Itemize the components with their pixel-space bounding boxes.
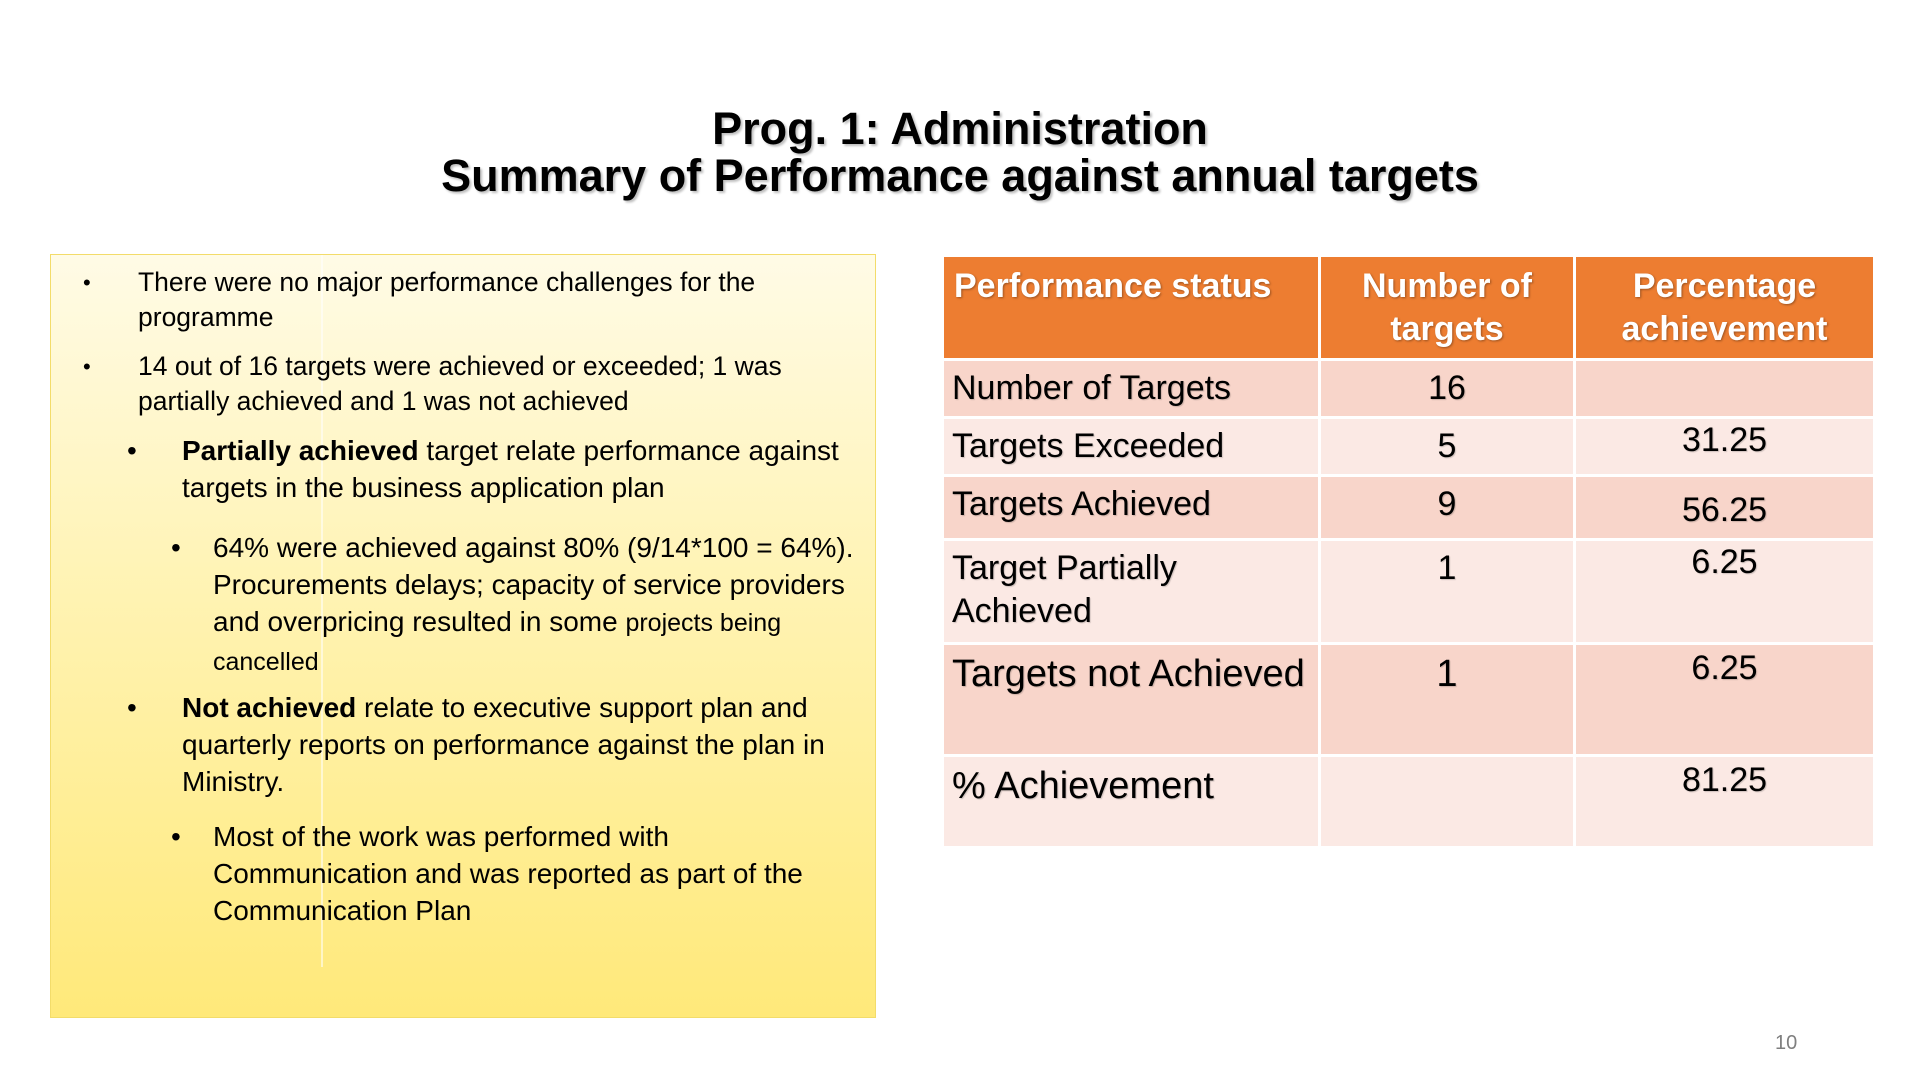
table-row: % Achievement 81.25 bbox=[941, 754, 1876, 849]
title-line-2: Summary of Performance against annual ta… bbox=[441, 150, 1479, 201]
bullet-dot-icon: • bbox=[127, 435, 137, 466]
bullet-bold-text: Not achieved bbox=[182, 692, 357, 723]
header-performance-status: Performance status bbox=[941, 254, 1321, 361]
table-row: Number of Targets 16 bbox=[941, 358, 1876, 419]
title-line-1: Prog. 1: Administration bbox=[712, 103, 1208, 154]
bullet-small-text: projects being cancelled bbox=[213, 609, 782, 676]
bullet-text: Partially achieved target relate perform… bbox=[182, 432, 862, 506]
bullet-rest-text: relate to executive support plan and qua… bbox=[182, 692, 825, 797]
cell-status: % Achievement bbox=[941, 754, 1321, 849]
bullet-main-text: 64% were achieved against 80% (9/14*100 … bbox=[213, 532, 854, 637]
cell-count: 16 bbox=[1318, 358, 1576, 419]
cell-status: Target Partially Achieved bbox=[941, 538, 1321, 645]
table-header-row: Performance status Number of targets Per… bbox=[941, 254, 1876, 361]
bullet-bold-text: Partially achieved bbox=[182, 435, 419, 466]
cell-pct: 56.25 bbox=[1573, 474, 1876, 541]
cell-count: 9 bbox=[1318, 474, 1576, 541]
bullet-text: Most of the work was performed with Comm… bbox=[213, 821, 803, 926]
textbox-guide-line bbox=[321, 255, 323, 967]
bullet-rest-text: target relate performance against target… bbox=[182, 435, 839, 503]
table-row: Target Partially Achieved 1 6.25 bbox=[941, 538, 1876, 645]
cell-count bbox=[1318, 754, 1576, 849]
summary-textbox: • There were no major performance challe… bbox=[50, 254, 876, 1018]
cell-pct: 31.25 bbox=[1573, 416, 1876, 477]
table-row: Targets Achieved 9 56.25 bbox=[941, 474, 1876, 541]
cell-pct: 6.25 bbox=[1573, 642, 1876, 757]
bullet-text: There were no major performance challeng… bbox=[138, 267, 756, 332]
cell-count: 5 bbox=[1318, 416, 1576, 477]
cell-status: Targets not Achieved bbox=[941, 642, 1321, 757]
table-row: Targets not Achieved 1 6.25 bbox=[941, 642, 1876, 757]
cell-status: Number of Targets bbox=[941, 358, 1321, 419]
cell-count: 1 bbox=[1318, 538, 1576, 645]
cell-status: Targets Achieved bbox=[941, 474, 1321, 541]
bullet-dot-icon: • bbox=[83, 354, 91, 379]
table-row: Targets Exceeded 5 31.25 bbox=[941, 416, 1876, 477]
cell-count: 1 bbox=[1318, 642, 1576, 757]
bullet-dot-icon: • bbox=[171, 821, 181, 852]
header-number-of-targets: Number of targets bbox=[1318, 254, 1576, 361]
bullet-text: 14 out of 16 targets were achieved or ex… bbox=[138, 351, 782, 416]
cell-status: Targets Exceeded bbox=[941, 416, 1321, 477]
bullet-text: Not achieved relate to executive support… bbox=[182, 689, 872, 800]
bullet-dot-icon: • bbox=[171, 532, 181, 563]
cell-pct: 81.25 bbox=[1573, 754, 1876, 849]
bullet-text: 64% were achieved against 80% (9/14*100 … bbox=[213, 529, 863, 681]
slide-title: Prog. 1: Administration Summary of Perfo… bbox=[0, 104, 1920, 201]
page-number: 10 bbox=[1775, 1032, 1798, 1054]
header-percentage-achievement: Percentage achievement bbox=[1573, 254, 1876, 361]
cell-pct: 6.25 bbox=[1573, 538, 1876, 645]
bullet-dot-icon: • bbox=[83, 270, 91, 295]
performance-table: Performance status Number of targets Per… bbox=[941, 254, 1876, 849]
bullet-dot-icon: • bbox=[127, 692, 137, 723]
cell-pct bbox=[1573, 358, 1876, 419]
